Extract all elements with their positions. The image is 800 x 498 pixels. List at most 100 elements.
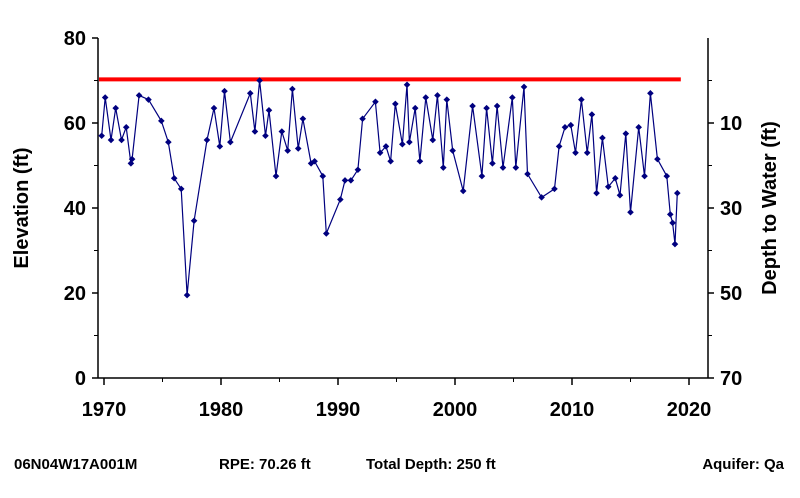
data-point xyxy=(272,172,280,180)
y-tick-label: 40 xyxy=(64,198,86,220)
data-point xyxy=(158,117,165,125)
y-tick-label: 0 xyxy=(75,368,86,390)
data-point xyxy=(262,132,269,140)
data-point xyxy=(578,96,585,103)
data-point xyxy=(551,185,558,193)
data-point xyxy=(647,89,654,97)
data-point xyxy=(422,94,430,101)
data-point xyxy=(251,128,259,135)
data-point xyxy=(440,164,447,171)
data-point xyxy=(635,123,642,131)
data-point xyxy=(382,143,390,150)
data-point xyxy=(289,85,296,93)
data-point xyxy=(583,149,591,157)
data-point xyxy=(145,96,152,103)
rpe-value: RPE: 70.26 ft xyxy=(219,456,311,473)
data-point xyxy=(376,149,384,157)
data-point xyxy=(177,185,185,193)
x-tick-label: 2000 xyxy=(433,399,478,421)
data-point xyxy=(593,189,600,197)
data-point xyxy=(512,164,520,171)
data-point xyxy=(347,177,355,184)
data-point xyxy=(611,174,619,182)
data-point xyxy=(221,87,228,95)
x-tick-label: 2010 xyxy=(550,399,595,421)
data-point xyxy=(654,155,661,163)
y-axis-title: Elevation (ft) xyxy=(11,147,33,268)
data-point xyxy=(604,183,612,191)
y2-tick-labels: 70 50 30 10 xyxy=(708,80,742,390)
data-point xyxy=(478,172,486,180)
data-point xyxy=(663,172,671,180)
series-group xyxy=(98,77,681,299)
data-point xyxy=(599,134,606,142)
data-point xyxy=(135,92,143,99)
data-point xyxy=(403,81,411,89)
data-point xyxy=(319,172,327,180)
data-point xyxy=(406,138,413,146)
data-point xyxy=(372,98,379,106)
data-point xyxy=(307,160,315,167)
data-point xyxy=(443,96,451,103)
data-point xyxy=(256,77,263,84)
data-point xyxy=(669,219,676,227)
x-tick-label: 1970 xyxy=(82,399,127,421)
x-tick-labels: 1970 1980 1990 2000 2010 2020 xyxy=(82,378,711,421)
y-tick-label: 80 xyxy=(64,28,86,50)
y2-tick-label: 30 xyxy=(720,198,742,220)
y-tick-label: 60 xyxy=(64,113,86,135)
data-point xyxy=(387,157,394,165)
data-point xyxy=(641,172,648,180)
data-point xyxy=(122,123,130,131)
data-point xyxy=(118,136,125,144)
data-point xyxy=(509,94,516,101)
data-point xyxy=(337,196,344,203)
data-point xyxy=(246,89,254,97)
data-point xyxy=(493,102,501,110)
data-point xyxy=(627,208,634,216)
data-point xyxy=(98,132,105,140)
data-point xyxy=(666,211,674,218)
data-point xyxy=(341,177,349,184)
data-point xyxy=(411,104,419,112)
data-point xyxy=(112,104,119,112)
data-point xyxy=(572,149,579,157)
data-point xyxy=(524,170,531,178)
data-point xyxy=(555,143,563,150)
data-point xyxy=(183,291,191,299)
data-point xyxy=(190,217,198,225)
data-point xyxy=(622,130,630,137)
data-point xyxy=(483,104,490,112)
data-point xyxy=(101,94,109,101)
y2-axis-title: Depth to Water (ft) xyxy=(759,121,781,295)
data-point xyxy=(354,166,362,174)
x-tick-label: 1980 xyxy=(199,399,244,421)
data-point xyxy=(429,136,437,144)
data-point xyxy=(416,157,424,165)
data-point xyxy=(128,155,136,163)
data-point xyxy=(170,174,178,182)
data-point xyxy=(489,160,496,167)
data-point xyxy=(323,230,330,237)
data-point xyxy=(359,115,366,123)
total-depth-value: Total Depth: 250 ft xyxy=(366,456,496,473)
data-point xyxy=(399,140,406,148)
hydrograph-chart: 0 20 40 60 80 70 50 30 10 1970 1980 1990 2000 2010 2… xyxy=(11,28,781,421)
data-point xyxy=(459,187,467,195)
data-point xyxy=(469,102,476,110)
y2-tick-label: 70 xyxy=(720,368,742,390)
data-point xyxy=(165,138,172,146)
data-point xyxy=(561,123,569,131)
plot-area xyxy=(98,38,708,378)
data-point xyxy=(203,136,211,144)
data-point xyxy=(434,92,441,99)
data-point xyxy=(227,138,234,146)
well-id: 06N04W17A001M xyxy=(14,456,138,473)
data-point xyxy=(671,240,679,248)
data-point xyxy=(449,147,456,154)
data-point xyxy=(538,194,545,201)
data-point xyxy=(499,164,507,171)
data-point xyxy=(107,136,115,144)
footer: 06N04W17A001M RPE: 70.26 ft Total Depth:… xyxy=(0,456,800,480)
data-point xyxy=(284,147,291,154)
